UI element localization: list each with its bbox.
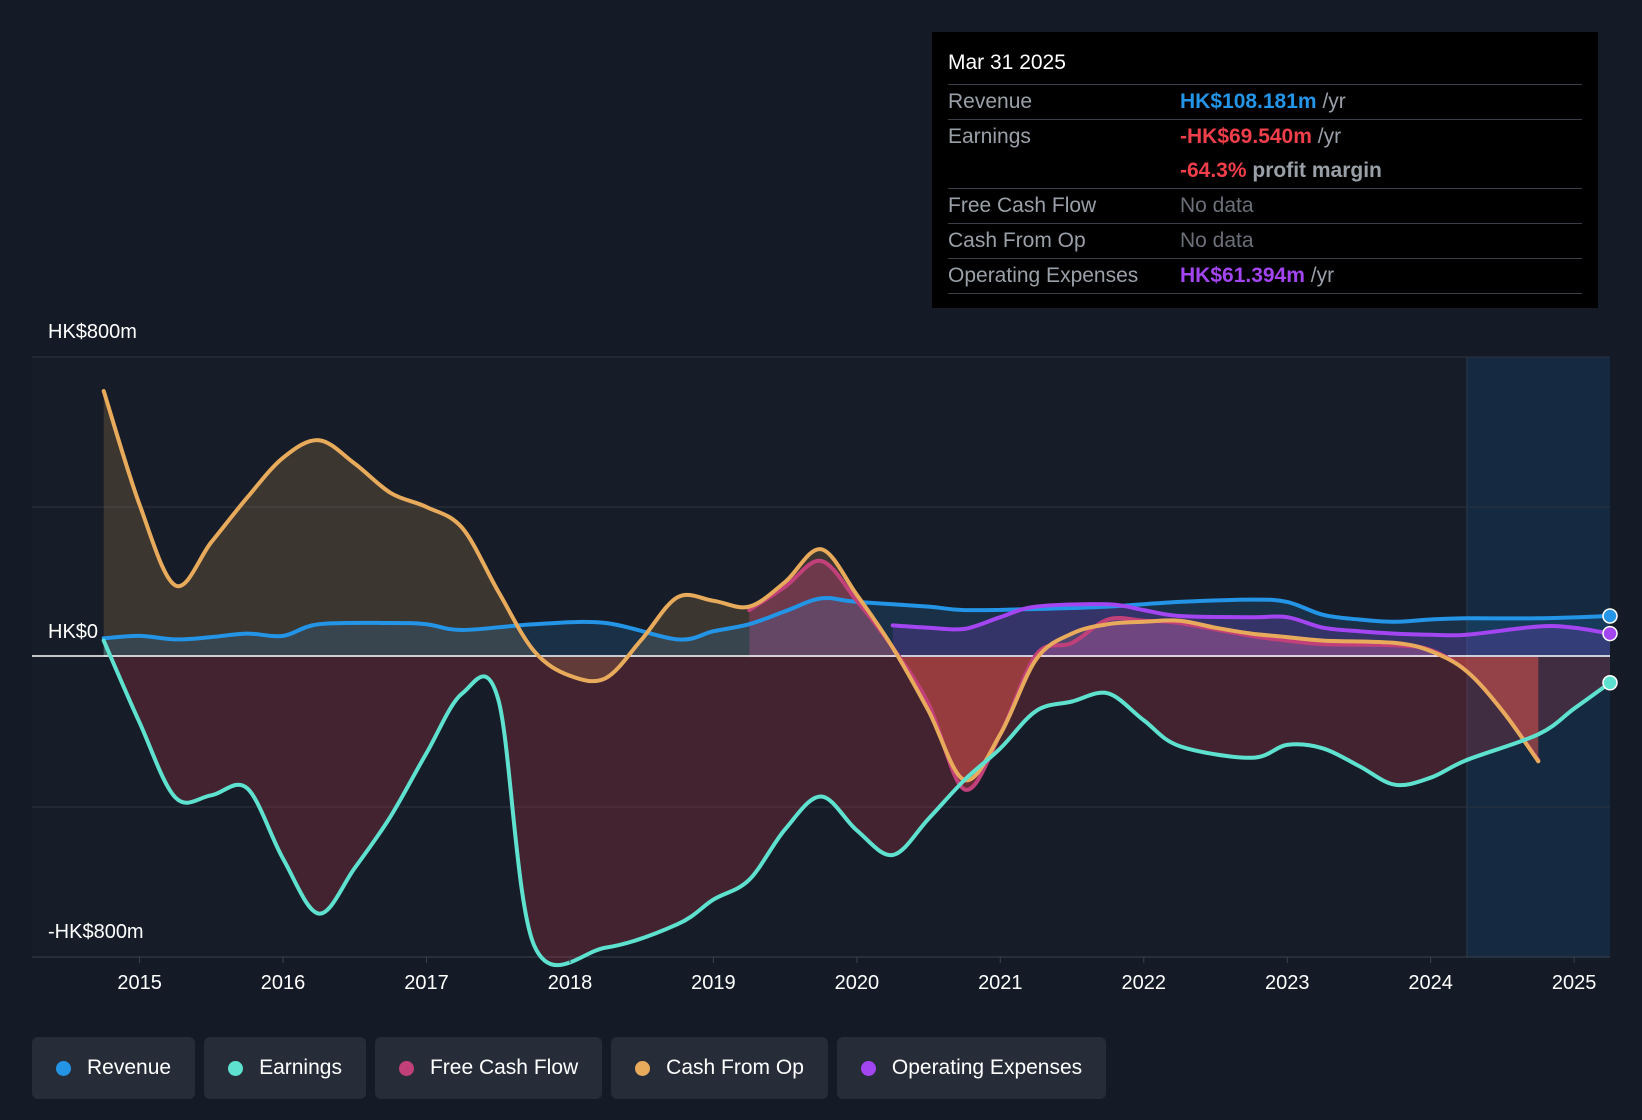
y-axis-top-label: HK$800m [48,321,137,344]
legend-earnings[interactable]: Earnings [204,1037,366,1099]
legend-free-cash-flow[interactable]: Free Cash Flow [375,1037,602,1099]
tooltip-margin-value: -64.3% [1180,159,1247,182]
x-tick-label: 2023 [1265,972,1310,994]
data-tooltip: Mar 31 2025 Revenue HK$108.181m /yr Earn… [932,32,1598,308]
tooltip-unit: /yr [1318,125,1341,148]
tooltip-value: No data [1180,224,1254,258]
tooltip-margin-text: profit margin [1252,159,1382,182]
legend-label: Earnings [259,1056,342,1080]
legend-dot-icon [228,1061,243,1076]
x-tick-label: 2020 [835,972,880,994]
tooltip-label: Free Cash Flow [948,189,1180,223]
x-tick-label: 2019 [691,972,736,994]
tooltip-row-fcf: Free Cash Flow No data [948,189,1582,224]
tooltip-row-opex: Operating Expenses HK$61.394m /yr [948,259,1582,294]
legend-dot-icon [861,1061,876,1076]
tooltip-label: Operating Expenses [948,259,1180,293]
legend-dot-icon [635,1061,650,1076]
legend-dot-icon [399,1061,414,1076]
tooltip-row-cfo: Cash From Op No data [948,224,1582,259]
x-tick-label: 2022 [1122,972,1167,994]
tooltip-unit: /yr [1322,90,1345,113]
tooltip-unit: /yr [1311,264,1334,287]
x-tick-label: 2017 [404,972,449,994]
legend-cash-from-op[interactable]: Cash From Op [611,1037,828,1099]
x-tick-label: 2018 [548,972,593,994]
tooltip-value: HK$108.181m [1180,90,1317,113]
y-axis-zero-label: HK$0 [48,621,98,644]
endpoint-earnings[interactable] [1603,676,1617,690]
x-tick-label: 2015 [117,972,162,994]
legend-label: Operating Expenses [892,1056,1082,1080]
tooltip-label: Earnings [948,120,1180,188]
tooltip-row-earnings: Earnings -HK$69.540m /yr -64.3% profit m… [948,120,1582,189]
y-axis-bottom-label: -HK$800m [48,921,144,944]
legend-revenue[interactable]: Revenue [32,1037,195,1099]
tooltip-date: Mar 31 2025 [948,44,1582,85]
tooltip-row-revenue: Revenue HK$108.181m /yr [948,85,1582,120]
endpoint-revenue[interactable] [1603,609,1617,623]
legend-operating-expenses[interactable]: Operating Expenses [837,1037,1106,1099]
tooltip-value: HK$61.394m [1180,264,1305,287]
x-axis-ticks: 2015 2016 2017 2018 2019 2020 2021 2022 2023 2024… [117,957,1596,994]
legend-label: Cash From Op [666,1056,804,1080]
legend-label: Revenue [87,1056,171,1080]
chart-legend: Revenue Earnings Free Cash Flow Cash Fro… [32,1037,1115,1099]
legend-label: Free Cash Flow [430,1056,578,1080]
legend-dot-icon [56,1061,71,1076]
tooltip-label: Cash From Op [948,224,1180,258]
x-tick-label: 2016 [261,972,306,994]
tooltip-value: No data [1180,189,1254,223]
x-tick-label: 2024 [1408,972,1453,994]
x-tick-label: 2025 [1552,972,1597,994]
endpoint-operating-expenses[interactable] [1603,627,1617,641]
tooltip-label: Revenue [948,85,1180,119]
x-tick-label: 2021 [978,972,1023,994]
tooltip-value: -HK$69.540m [1180,125,1312,148]
